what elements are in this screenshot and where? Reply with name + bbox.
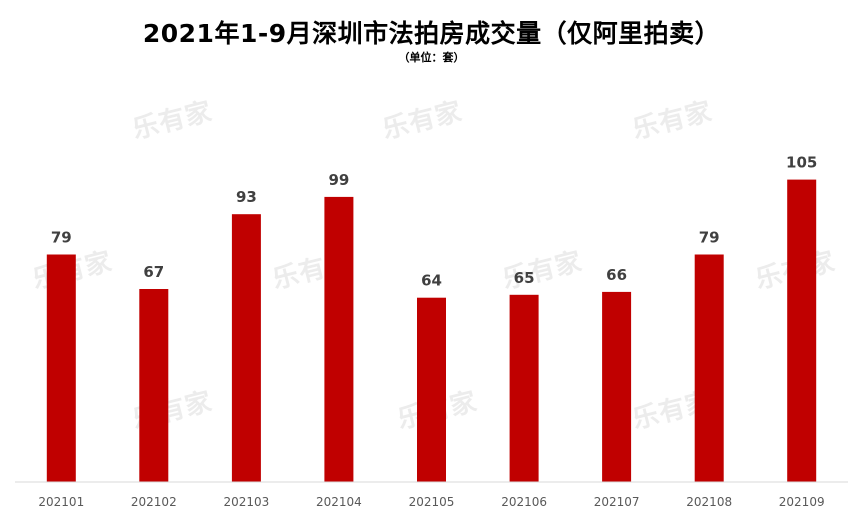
- bar-202105: [417, 297, 446, 482]
- bar-202108: [694, 254, 724, 482]
- value-label-202107: 66: [606, 266, 627, 284]
- value-label-202106: 65: [514, 269, 535, 287]
- value-label-202102: 67: [143, 263, 164, 281]
- bar-202101: [46, 254, 76, 482]
- value-label-202105: 64: [421, 272, 442, 290]
- bar-202109: [787, 179, 817, 482]
- chart-subtitle: （单位：套）: [398, 51, 465, 64]
- x-tick-label-202108: 202108: [686, 495, 732, 509]
- x-tick-label-202105: 202105: [409, 495, 455, 509]
- value-label-202104: 99: [328, 171, 349, 189]
- x-tick-label-202107: 202107: [594, 495, 640, 509]
- x-tick-label-202106: 202106: [501, 495, 547, 509]
- x-tick-label-202101: 202101: [38, 495, 84, 509]
- x-tick-label-202104: 202104: [316, 495, 362, 509]
- value-label-202101: 79: [51, 229, 72, 247]
- value-label-202108: 79: [699, 229, 720, 247]
- bar-202104: [324, 196, 354, 482]
- x-tick-label-202102: 202102: [131, 495, 177, 509]
- bar-202107: [602, 291, 632, 482]
- value-label-202109: 105: [786, 154, 817, 172]
- bar-202103: [231, 214, 261, 482]
- value-label-202103: 93: [236, 188, 257, 206]
- x-tick-label-202109: 202109: [779, 495, 825, 509]
- bar-202102: [139, 289, 169, 482]
- chart-title: 2021年1-9月深圳市法拍房成交量（仅阿里拍卖）: [142, 19, 721, 48]
- bar-202106: [509, 294, 539, 482]
- x-tick-label-202103: 202103: [223, 495, 269, 509]
